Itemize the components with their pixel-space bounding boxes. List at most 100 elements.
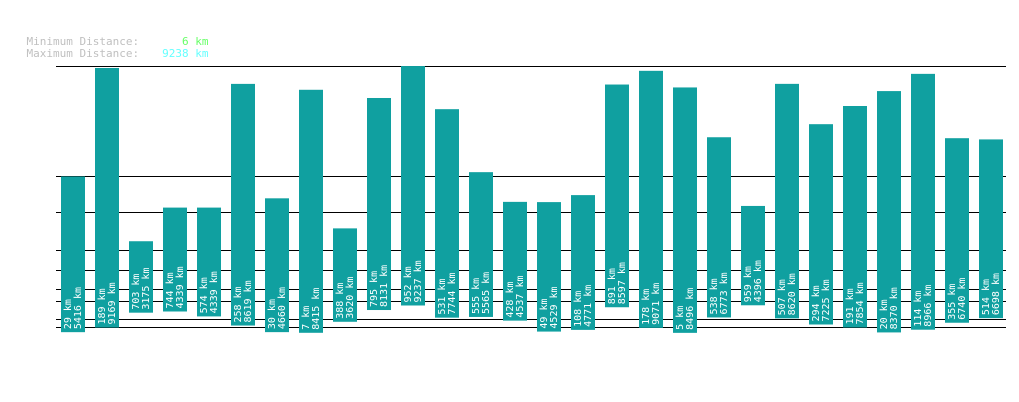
bar-max-label: 4771 km <box>583 285 594 327</box>
bar <box>673 87 697 333</box>
maximum-distance-row: Maximum Distance: 9238 km <box>0 36 209 60</box>
bar <box>571 195 595 330</box>
bar-min-label: 258 km <box>233 286 244 322</box>
bar <box>197 207 221 317</box>
bar-min-label: 555 km <box>471 278 482 314</box>
bar <box>95 67 119 328</box>
bar-max-label: 5565 km <box>481 272 492 314</box>
bar <box>911 73 935 330</box>
bar <box>537 202 561 332</box>
bar <box>231 83 255 326</box>
bar <box>605 84 629 308</box>
bar-min-label: 7 km <box>301 306 312 330</box>
bar-group: 703 km 3175 km <box>129 241 153 313</box>
bar-max-label: 8370 km <box>889 287 900 329</box>
bar-group: 108 km 4771 km <box>571 195 595 330</box>
bar <box>469 172 493 317</box>
bar-group: 952 km 9237 km <box>401 66 425 306</box>
bar-group: 189 km 9169 km <box>95 67 119 328</box>
maximum-distance-label: Maximum Distance: <box>26 47 140 60</box>
bar-max-label: 3175 km <box>141 268 152 310</box>
bar <box>503 201 527 321</box>
bar-max-label: 7744 km <box>447 272 458 314</box>
bar <box>775 83 799 319</box>
bar-group: 191 km 7854 km <box>843 106 867 328</box>
bar <box>843 106 867 328</box>
bar <box>61 176 85 333</box>
bar <box>639 70 663 328</box>
bar-group: 388 km 3620 km <box>333 228 357 322</box>
bar-max-label: 8620 km <box>787 273 798 315</box>
bar-group: 428 km 4537 km <box>503 201 527 321</box>
bar-max-label: 6740 km <box>957 278 968 320</box>
bar <box>299 89 323 333</box>
bar-max-label: 5416 km <box>73 287 84 329</box>
bar-group: 531 km 7744 km <box>435 109 459 318</box>
bar <box>877 91 901 333</box>
bar-max-label: 9169 km <box>107 282 118 324</box>
bar-group: 891 km 8597 km <box>605 84 629 308</box>
bar <box>741 205 765 306</box>
bar-min-label: 744 km <box>165 272 176 308</box>
bar-min-label: 29 km <box>63 299 74 329</box>
bar-min-label: 294 km <box>811 285 822 321</box>
bar-group: 355 km 6740 km <box>945 138 969 323</box>
bar-min-label: 795 km <box>369 271 380 307</box>
distance-summary: Minimum Distance: 6 km Maximum Distance: 9… <box>0 24 209 60</box>
bar-group: 49 km 4529 km <box>537 202 561 332</box>
bar-min-label: 114 km <box>913 291 924 327</box>
bar-min-label: 428 km <box>505 282 516 318</box>
bar-min-label: 5 km <box>675 306 686 330</box>
bar-max-label: 8496 km <box>685 288 696 330</box>
bar-max-label: 6698 km <box>991 273 1002 315</box>
bar <box>401 66 425 306</box>
bar-min-label: 189 km <box>97 288 108 324</box>
bar-max-label: 3620 km <box>345 277 356 319</box>
bar-max-label: 8619 km <box>243 280 254 322</box>
bar-max-label: 8131 km <box>379 265 390 307</box>
minimum-distance-label: Minimum Distance: <box>26 35 140 48</box>
bar <box>945 138 969 323</box>
bar-group: 507 km 8620 km <box>775 83 799 319</box>
bar-min-label: 49 km <box>539 298 550 328</box>
bar-group: 5 km 8496 km <box>673 87 697 333</box>
bar <box>163 207 187 312</box>
minimum-distance-row: Minimum Distance: 6 km <box>0 24 209 48</box>
bar-max-label: 4396 km <box>753 260 764 302</box>
bar-group: 294 km 7225 km <box>809 124 833 325</box>
bar-min-label: 959 km <box>743 266 754 302</box>
bar-min-label: 108 km <box>573 291 584 327</box>
bar <box>265 198 289 333</box>
bar-group: 7 km 8415 km <box>299 89 323 333</box>
bar-min-label: 891 km <box>607 268 618 304</box>
bar-group: 29 km 5416 km <box>61 176 85 333</box>
bar-min-label: 388 km <box>335 283 346 319</box>
bar-min-label: 20 km <box>879 299 890 329</box>
bar-min-label: 191 km <box>845 288 856 324</box>
bar-min-label: 952 km <box>403 266 414 302</box>
bar-max-label: 4339 km <box>209 271 220 313</box>
bar <box>129 241 153 313</box>
bar-min-label: 507 km <box>777 279 788 315</box>
bar-min-label: 178 km <box>641 289 652 325</box>
maximum-distance-value: 9238 km <box>162 47 209 60</box>
bar <box>707 137 731 318</box>
bar-min-label: 531 km <box>437 279 448 315</box>
bar-max-label: 9237 km <box>413 260 424 302</box>
bar <box>333 228 357 322</box>
bar-group: 114 km 8966 km <box>911 73 935 330</box>
bar-max-label: 4537 km <box>515 275 526 317</box>
bar-group: 959 km 4396 km <box>741 205 765 306</box>
bar-max-label: 8415 km <box>311 288 322 330</box>
bar-min-label: 514 km <box>981 279 992 315</box>
bar-max-label: 4529 km <box>549 286 560 328</box>
bar-max-label: 4339 km <box>175 266 186 308</box>
bar-min-label: 30 km <box>267 299 278 329</box>
bar <box>435 109 459 318</box>
bar <box>809 124 833 325</box>
bar-group: 20 km 8370 km <box>877 91 901 333</box>
bar-group: 744 km 4339 km <box>163 207 187 312</box>
bar-max-label: 4660 km <box>277 287 288 329</box>
bar-max-label: 6773 km <box>719 272 730 314</box>
